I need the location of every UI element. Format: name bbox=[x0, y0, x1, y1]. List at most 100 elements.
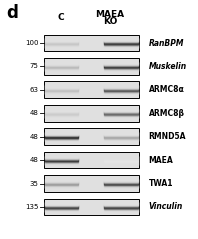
Bar bbox=[104, 42, 138, 43]
Text: Muskelin: Muskelin bbox=[148, 62, 187, 71]
Bar bbox=[104, 137, 138, 138]
Bar bbox=[44, 58, 139, 75]
Bar bbox=[104, 202, 138, 203]
Bar bbox=[45, 93, 78, 94]
Text: RMND5A: RMND5A bbox=[148, 132, 186, 141]
Bar bbox=[45, 137, 78, 138]
Bar bbox=[104, 63, 138, 64]
Bar bbox=[104, 93, 138, 94]
Bar bbox=[45, 70, 78, 71]
Bar bbox=[45, 136, 78, 137]
Bar bbox=[104, 207, 138, 208]
Bar bbox=[104, 162, 138, 163]
Text: 63: 63 bbox=[30, 87, 39, 93]
Bar bbox=[104, 139, 138, 140]
Text: 48: 48 bbox=[30, 110, 39, 116]
Bar bbox=[45, 114, 78, 115]
Bar bbox=[104, 138, 138, 139]
Bar bbox=[104, 92, 138, 93]
Bar bbox=[104, 183, 138, 184]
Text: ARMC8β: ARMC8β bbox=[148, 109, 185, 118]
Text: 135: 135 bbox=[25, 204, 39, 210]
Bar bbox=[104, 85, 138, 86]
Bar bbox=[104, 135, 138, 136]
Bar bbox=[45, 184, 78, 185]
Bar bbox=[104, 185, 138, 186]
Text: Vinculin: Vinculin bbox=[148, 202, 183, 212]
Bar bbox=[104, 86, 138, 87]
Text: ARMC8α: ARMC8α bbox=[148, 85, 184, 94]
Bar bbox=[104, 133, 138, 134]
Bar bbox=[45, 211, 78, 212]
Bar bbox=[104, 161, 138, 162]
Bar bbox=[104, 181, 138, 182]
Bar bbox=[104, 208, 138, 209]
Bar bbox=[45, 85, 78, 86]
Bar bbox=[104, 156, 138, 157]
Bar bbox=[104, 205, 138, 206]
Bar bbox=[104, 62, 138, 63]
Bar bbox=[45, 112, 78, 113]
Bar bbox=[104, 88, 138, 89]
Text: d: d bbox=[6, 4, 18, 22]
Bar bbox=[104, 66, 138, 67]
Text: 48: 48 bbox=[30, 157, 39, 163]
Bar bbox=[45, 132, 78, 133]
Bar bbox=[104, 44, 138, 45]
Bar bbox=[45, 205, 78, 206]
Bar bbox=[44, 199, 139, 215]
Bar bbox=[45, 157, 78, 158]
Bar bbox=[45, 182, 78, 183]
Bar bbox=[104, 87, 138, 88]
Bar bbox=[45, 185, 78, 186]
Bar bbox=[45, 135, 78, 136]
Bar bbox=[44, 152, 139, 168]
Bar bbox=[45, 42, 78, 43]
Bar bbox=[45, 40, 78, 41]
Bar bbox=[45, 117, 78, 118]
Text: MAEA: MAEA bbox=[95, 10, 125, 19]
Bar bbox=[45, 156, 78, 157]
Text: 48: 48 bbox=[30, 134, 39, 140]
Bar bbox=[45, 203, 78, 204]
Bar bbox=[104, 113, 138, 114]
Bar bbox=[45, 89, 78, 90]
Bar bbox=[45, 208, 78, 209]
Bar bbox=[45, 158, 78, 159]
Bar bbox=[45, 204, 78, 205]
Bar bbox=[45, 113, 78, 114]
Bar bbox=[45, 202, 78, 203]
Bar bbox=[45, 163, 78, 164]
Bar bbox=[45, 45, 78, 46]
Bar bbox=[104, 90, 138, 91]
Text: C: C bbox=[57, 13, 64, 22]
Bar bbox=[44, 128, 139, 145]
Bar bbox=[45, 92, 78, 93]
Bar bbox=[104, 110, 138, 111]
Bar bbox=[45, 180, 78, 181]
Bar bbox=[45, 160, 78, 161]
Text: 75: 75 bbox=[30, 63, 39, 70]
Bar bbox=[104, 116, 138, 117]
Bar bbox=[104, 140, 138, 141]
Bar bbox=[104, 158, 138, 159]
Text: TWA1: TWA1 bbox=[148, 179, 173, 188]
Bar bbox=[44, 35, 139, 51]
Bar bbox=[104, 111, 138, 112]
Bar bbox=[45, 111, 78, 112]
Bar bbox=[104, 206, 138, 207]
Bar bbox=[104, 43, 138, 44]
Bar bbox=[104, 136, 138, 137]
Bar bbox=[45, 116, 78, 117]
Bar bbox=[45, 69, 78, 70]
Bar bbox=[45, 66, 78, 67]
Bar bbox=[45, 139, 78, 140]
Bar bbox=[45, 90, 78, 91]
Bar bbox=[45, 186, 78, 187]
Bar bbox=[45, 63, 78, 64]
Bar bbox=[104, 69, 138, 70]
Bar bbox=[45, 91, 78, 92]
Bar bbox=[45, 164, 78, 165]
Bar bbox=[104, 39, 138, 40]
Bar bbox=[104, 211, 138, 212]
